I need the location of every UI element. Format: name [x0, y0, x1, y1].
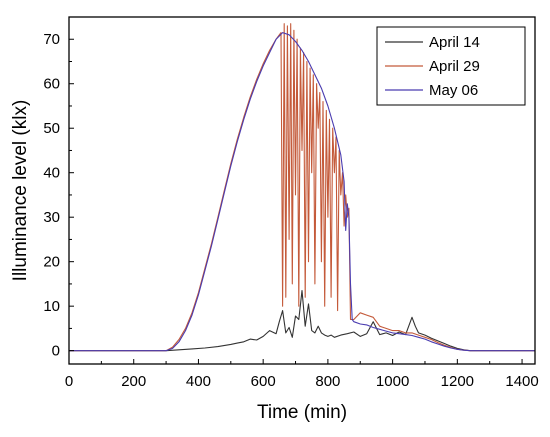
- y-tick-label-7: 70: [43, 31, 60, 48]
- y-tick-label-2: 20: [43, 254, 60, 271]
- x-tick-label-2: 400: [186, 373, 211, 390]
- x-tick-label-1: 200: [121, 373, 146, 390]
- plot-frame: [68, 16, 536, 365]
- x-tick-label-4: 800: [315, 373, 340, 390]
- series-layer: [69, 23, 535, 352]
- y-tick-label-6: 60: [43, 76, 60, 93]
- y-tick-label-3: 30: [43, 209, 60, 226]
- series-line-0: [69, 290, 535, 352]
- legend: April 14 April 29 May 06: [376, 26, 526, 106]
- x-tick-label-5: 1000: [376, 373, 409, 390]
- x-tick-label-7: 1400: [505, 373, 538, 390]
- x-tick-label-0: 0: [65, 373, 73, 390]
- y-tick-label-4: 40: [43, 165, 60, 182]
- legend-label-1: April 29: [429, 58, 480, 75]
- y-tick-label-5: 50: [43, 120, 60, 137]
- x-tick-label-6: 1200: [441, 373, 474, 390]
- series-line-1: [69, 23, 535, 352]
- legend-label-2: May 06: [429, 82, 478, 99]
- series-line-2: [69, 32, 535, 352]
- x-tick-label-3: 600: [251, 373, 276, 390]
- y-tick-label-0: 0: [52, 343, 60, 360]
- x-axis-label: Time (min): [257, 402, 347, 423]
- tick-layer: 0 200 400 600 800 1000 1200 1400 0 10 20 30 40 50 60 70: [43, 31, 538, 390]
- y-axis-label: Illuminance level (klx): [10, 100, 31, 282]
- legend-label-0: April 14: [429, 34, 480, 51]
- y-tick-label-1: 10: [43, 298, 60, 315]
